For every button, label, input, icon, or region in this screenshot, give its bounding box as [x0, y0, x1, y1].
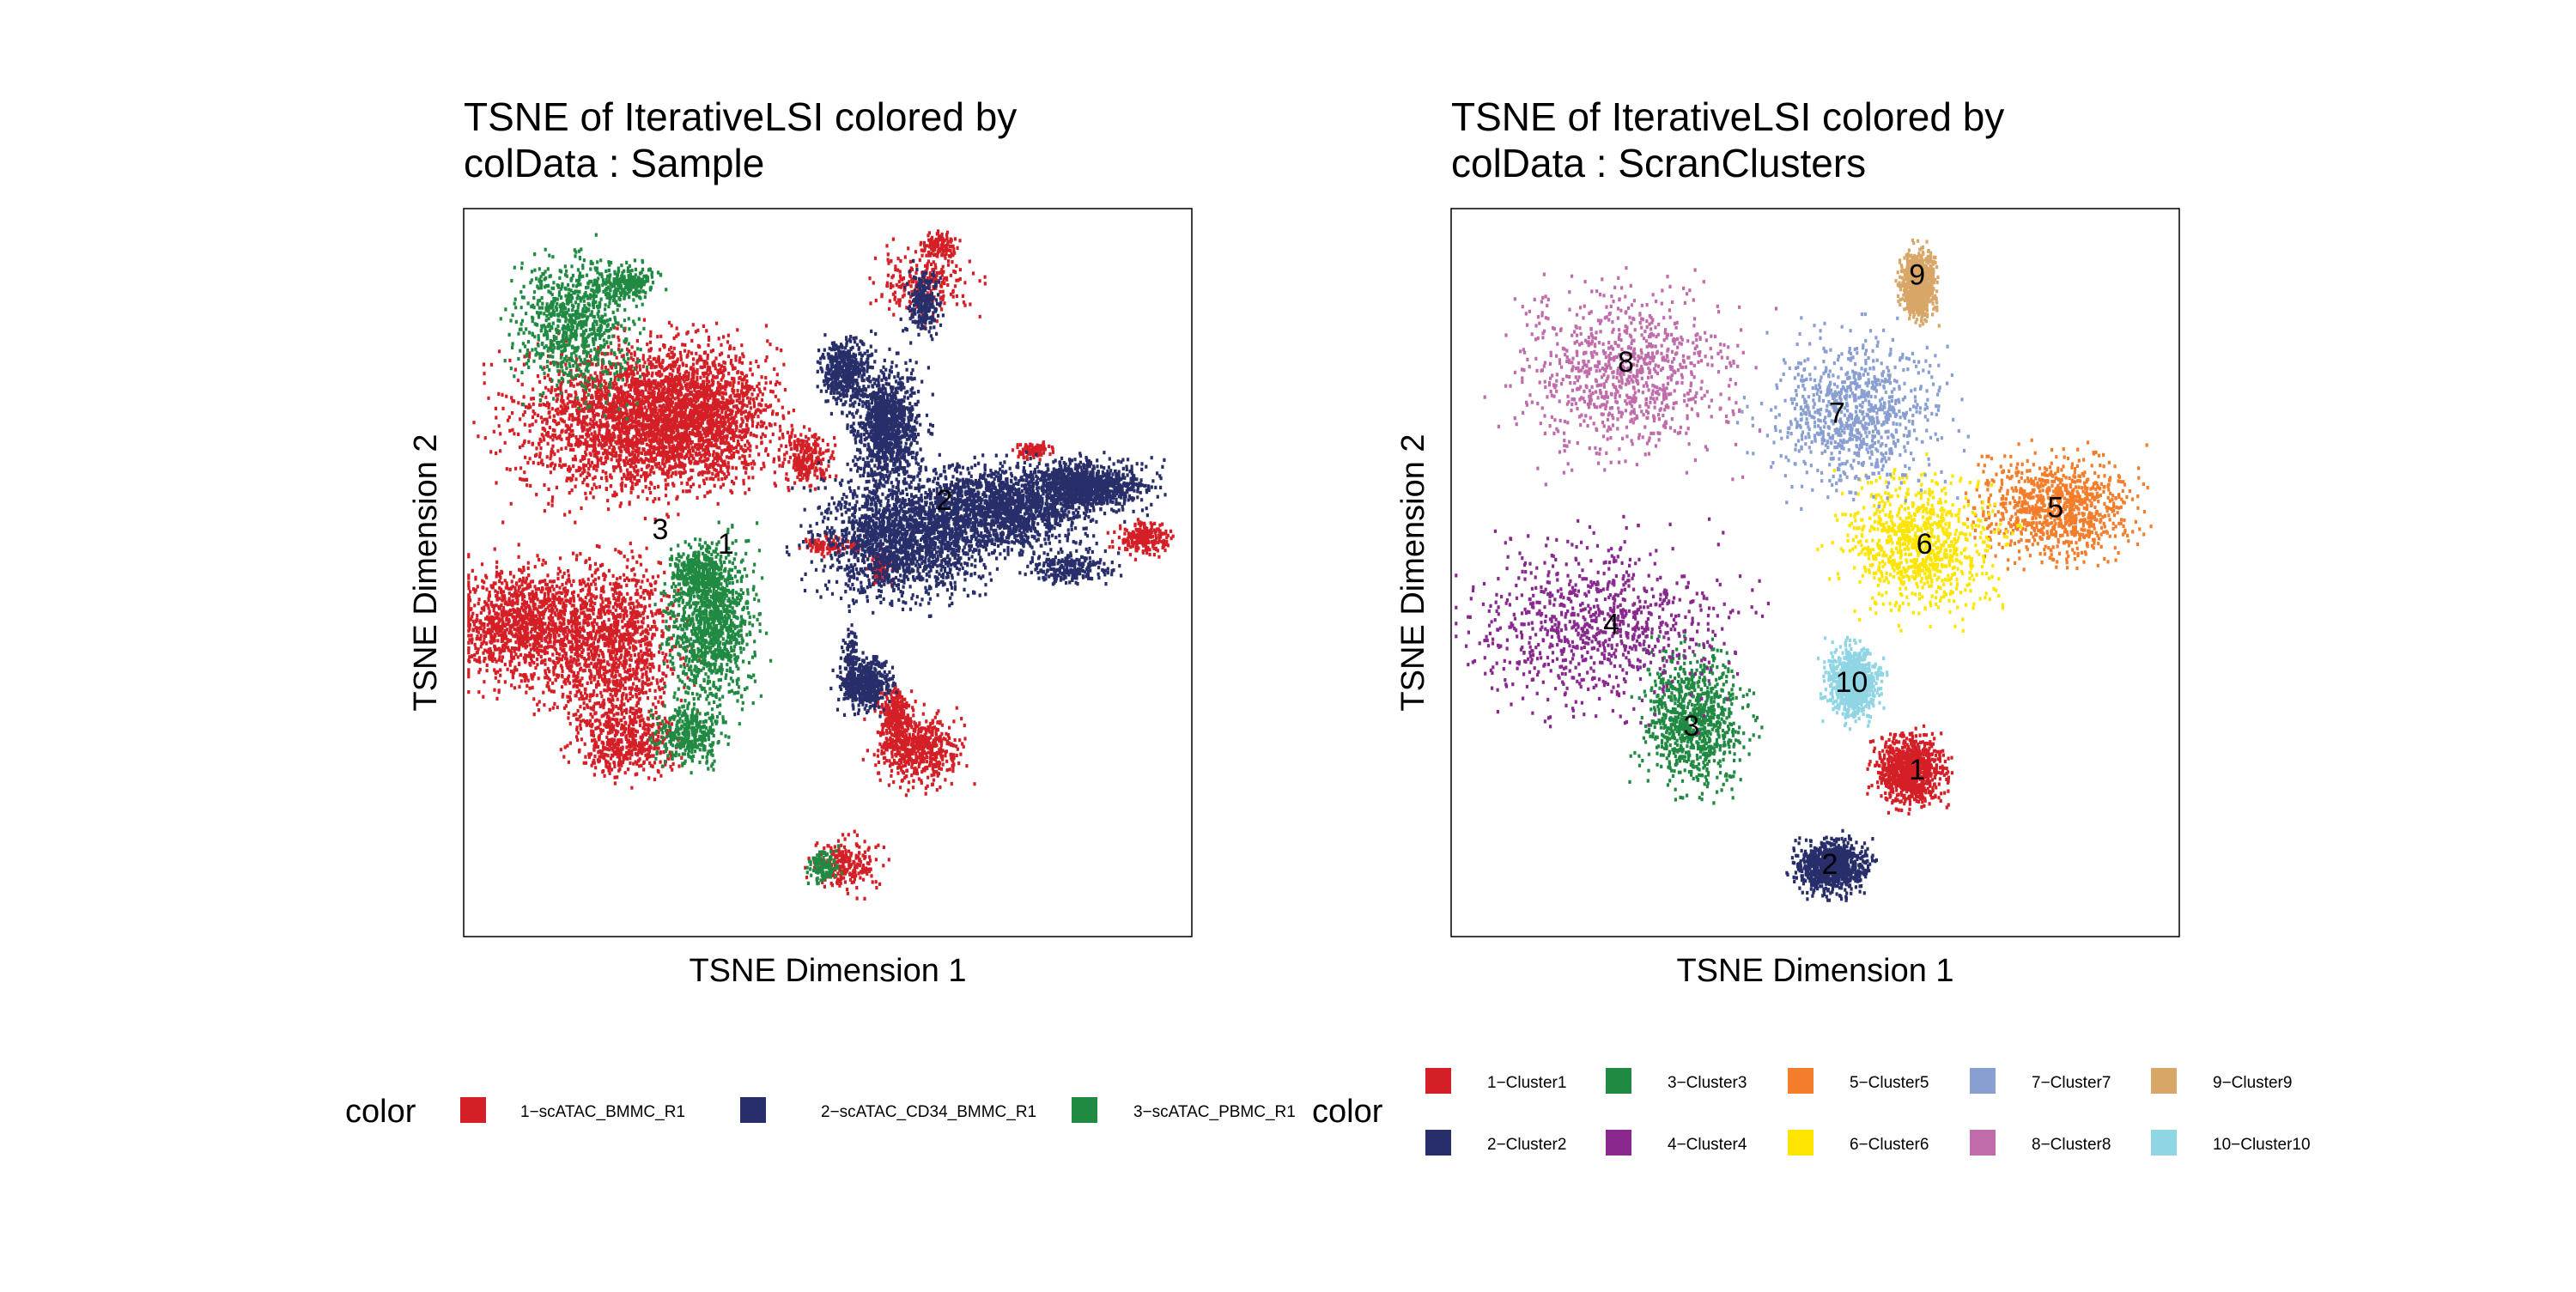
legend-swatch — [2151, 1068, 2177, 1094]
series-points — [1785, 828, 1878, 902]
legend-item-2: 2−scATAC_CD34_BMMC_R1 — [740, 1097, 1036, 1123]
scatter-points — [499, 233, 843, 886]
series-points — [499, 233, 843, 886]
legend-swatch — [1425, 1068, 1451, 1094]
cluster-label: 9 — [1909, 258, 1925, 291]
cluster-label: 2 — [1821, 848, 1838, 881]
x-axis-label: TSNE Dimension 1 — [1676, 953, 1953, 989]
cluster-label: 4 — [1603, 608, 1619, 640]
legend-label: 4−Cluster4 — [1668, 1136, 1747, 1154]
cluster-label: 1 — [718, 528, 734, 561]
scatter-points — [1816, 452, 2023, 633]
cluster-labels: 2 3 1 — [652, 484, 952, 561]
scatter-points — [1866, 724, 1953, 816]
legend-item: 1−Cluster1 — [1425, 1068, 1566, 1094]
legend-swatch — [1788, 1130, 1814, 1156]
chart-title-line-1: TSNE of IterativeLSI colored by — [464, 94, 1017, 139]
series-points — [1483, 266, 1778, 487]
cluster-label: 6 — [1917, 528, 1933, 561]
chart-title-line-1: TSNE of IterativeLSI colored by — [1451, 94, 2004, 139]
chart-sample: TSNE of IterativeLSI colored by colData … — [345, 94, 1296, 1130]
cluster-label: 2 — [936, 484, 952, 517]
series-points — [1964, 438, 2153, 572]
legend-label: 2−scATAC_CD34_BMMC_R1 — [821, 1103, 1036, 1121]
scatter-points — [1736, 312, 1970, 511]
legend-swatch — [1606, 1068, 1631, 1094]
legend-label: 7−Cluster7 — [2032, 1074, 2111, 1092]
legend-swatch — [1425, 1130, 1451, 1156]
legend-label: 5−Cluster5 — [1850, 1074, 1929, 1092]
legend-item: 7−Cluster7 — [1970, 1068, 2111, 1094]
plot-frame — [463, 208, 1193, 937]
scatter-points — [1483, 266, 1778, 487]
legend-label: 3−scATAC_PBMC_R1 — [1133, 1103, 1296, 1121]
series-points — [467, 229, 1175, 901]
legend-item: 10−Cluster10 — [2151, 1130, 2311, 1156]
chart-title-line-2: colData : ScranClusters — [1451, 141, 1866, 185]
legend-item: 3−Cluster3 — [1606, 1068, 1747, 1094]
legend-swatch — [2151, 1130, 2177, 1156]
point-layer — [467, 229, 1175, 901]
scatter-points — [1816, 635, 1889, 731]
series-points — [1866, 724, 1953, 816]
cluster-label: 1 — [1909, 754, 1925, 786]
legend-label: 1−Cluster1 — [1487, 1074, 1566, 1092]
legend-label: 3−Cluster3 — [1668, 1074, 1747, 1092]
legend-title: color — [345, 1094, 416, 1130]
legend-item: 4−Cluster4 — [1606, 1130, 1747, 1156]
series-points — [1736, 312, 1970, 511]
legend-swatch — [460, 1097, 486, 1123]
scatter-points — [1785, 828, 1878, 902]
legend-swatch — [1606, 1130, 1631, 1156]
cluster-label: 3 — [1683, 710, 1699, 743]
cluster-label: 8 — [1618, 346, 1634, 379]
legend-item-1: 1−scATAC_BMMC_R1 — [460, 1097, 685, 1123]
legend-label: 9−Cluster9 — [2213, 1074, 2292, 1092]
legend-swatch — [1788, 1068, 1814, 1094]
chart-title-line-2: colData : Sample — [464, 141, 764, 185]
y-axis-label: TSNE Dimension 2 — [408, 434, 444, 711]
legend-label: 6−Cluster6 — [1850, 1136, 1929, 1154]
scatter-points — [1894, 238, 1941, 328]
legend-item: 2−Cluster2 — [1425, 1130, 1566, 1156]
legend-item: 9−Cluster9 — [2151, 1068, 2292, 1094]
legend-label: 2−Cluster2 — [1487, 1136, 1566, 1154]
scatter-points — [1964, 438, 2153, 572]
legend: 1−Cluster1 2−Cluster2 3−Cluster3 4−Cluster4… — [1425, 1068, 2311, 1156]
legend-item: 6−Cluster6 — [1788, 1130, 1929, 1156]
legend-label: 1−scATAC_BMMC_R1 — [520, 1103, 685, 1121]
cluster-labels: 9 8 7 5 6 4 10 3 1 2 — [1603, 258, 2063, 881]
cluster-label: 10 — [1835, 666, 1868, 699]
cluster-label: 5 — [2047, 492, 2063, 525]
legend-item-3: 3−scATAC_PBMC_R1 — [1072, 1097, 1296, 1123]
legend-swatch — [1072, 1097, 1097, 1123]
cluster-label: 3 — [652, 513, 668, 546]
legend-swatch — [1970, 1068, 1996, 1094]
legend-item: 5−Cluster5 — [1788, 1068, 1929, 1094]
scatter-points — [1455, 514, 1770, 735]
scatter-points — [785, 258, 1167, 719]
plot-frame — [1450, 208, 2180, 937]
legend-label: 8−Cluster8 — [2032, 1136, 2111, 1154]
point-layer — [1455, 238, 2153, 902]
chart-scranclusters: TSNE of IterativeLSI colored by colData … — [1312, 94, 2311, 1156]
legend-label: 10−Cluster10 — [2213, 1136, 2311, 1154]
scatter-points — [467, 229, 1175, 901]
legend-swatch — [1970, 1130, 1996, 1156]
legend-item: 8−Cluster8 — [1970, 1130, 2111, 1156]
series-points — [1816, 635, 1889, 731]
cluster-label: 7 — [1829, 397, 1845, 429]
series-points — [1816, 452, 2023, 633]
series-points — [1455, 514, 1770, 735]
series-points — [785, 258, 1167, 719]
series-points — [1894, 238, 1941, 328]
legend-swatch — [740, 1097, 766, 1123]
x-axis-label: TSNE Dimension 1 — [689, 953, 966, 989]
legend-title: color — [1312, 1094, 1383, 1130]
y-axis-label: TSNE Dimension 2 — [1395, 434, 1431, 711]
